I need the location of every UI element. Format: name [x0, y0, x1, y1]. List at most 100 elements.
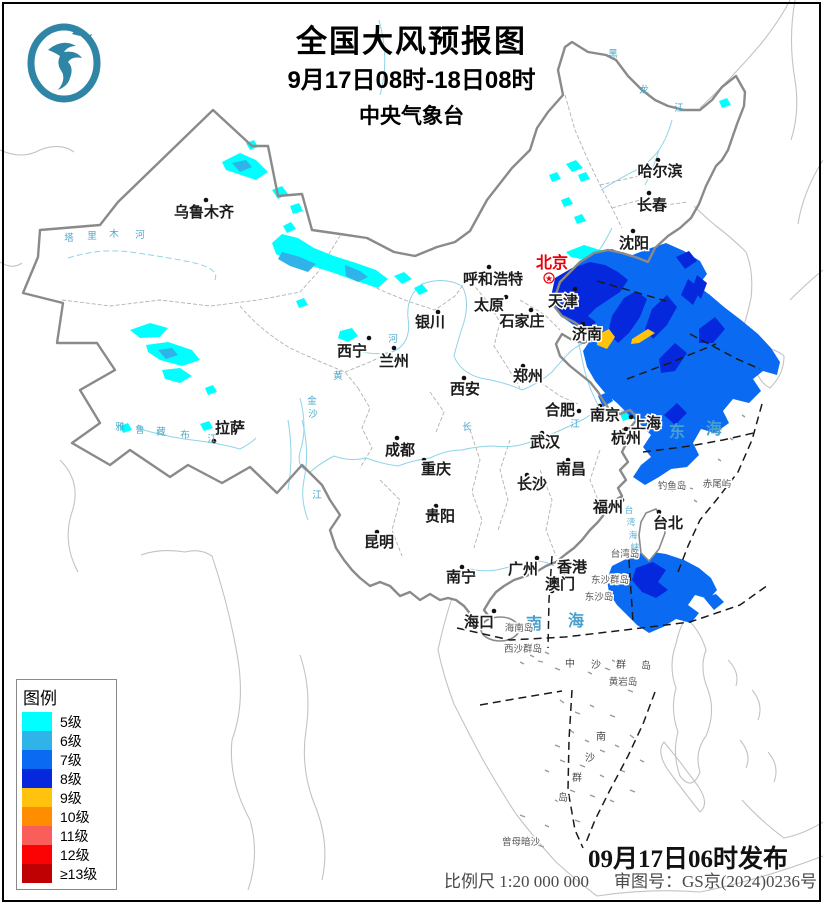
- city-label: 拉萨: [215, 419, 245, 437]
- legend-label: ≥13级: [60, 865, 98, 882]
- legend-item: 7级: [22, 750, 116, 769]
- legend-swatch: [22, 712, 52, 731]
- island-label: 东沙群岛: [591, 574, 629, 586]
- island-label: 东沙岛: [585, 591, 614, 603]
- logo-ring: [27, 23, 101, 103]
- city-dot: [491, 608, 497, 614]
- approval-number: 审图号：GS京(2024)0236号: [614, 872, 818, 891]
- city-label: 上海: [631, 414, 661, 432]
- river-label-char: 黄: [333, 370, 343, 382]
- legend-swatch: [22, 807, 52, 826]
- wind-area-8级: [659, 343, 687, 373]
- city-label: 南昌: [556, 460, 586, 478]
- city-dot: [486, 264, 492, 270]
- city-dot: [211, 438, 217, 444]
- legend-item: 11级: [22, 826, 116, 845]
- city-dot: [421, 457, 427, 463]
- wind-area-6级: [278, 252, 316, 272]
- legend-item: 8级: [22, 769, 116, 788]
- sea-label: 东: [669, 422, 685, 441]
- legend-swatch: [22, 750, 52, 769]
- legend-swatch: [22, 864, 52, 883]
- wind-area-6级: [232, 160, 252, 172]
- river-label-char: 河: [135, 229, 145, 241]
- legend-item: 6级: [22, 731, 116, 750]
- legend-label: 6级: [60, 732, 82, 749]
- strait-label-char: 湾: [627, 517, 636, 527]
- city-dot: [203, 197, 209, 203]
- city-dot: [433, 503, 439, 509]
- wind-area-8级: [645, 295, 677, 339]
- city-dot: [394, 435, 400, 441]
- legend-item: ≥13级: [22, 864, 116, 883]
- wind-area-5级: [549, 172, 561, 182]
- city-dot: [528, 307, 534, 313]
- wind-area-6级: [345, 265, 368, 282]
- city-label: 长沙: [517, 475, 547, 493]
- river-label-char: 黑: [608, 49, 618, 60]
- agency-name: 中央气象台: [359, 105, 464, 128]
- city-label: 兰州: [379, 352, 409, 370]
- city-dot: [628, 414, 634, 420]
- city-dot: [630, 228, 636, 234]
- wind-area-9级: [597, 329, 615, 349]
- wind-area-8级: [664, 403, 687, 425]
- wind-area-7级: [598, 392, 613, 407]
- city-dot: [520, 363, 526, 369]
- wind-area-5级: [414, 284, 428, 295]
- wind-area-5级: [296, 298, 308, 308]
- legend-label: 9级: [60, 789, 82, 806]
- capital-star-icon: ★: [545, 273, 553, 283]
- map-scale: 比例尺 1:20 000 000: [444, 872, 589, 891]
- wind-area-5级: [574, 214, 586, 224]
- island-label-char: 群: [572, 771, 582, 784]
- forecast-period: 9月17日08时-18日08时: [287, 67, 536, 94]
- city-label: 南宁: [446, 568, 476, 586]
- city-label: 贵阳: [425, 507, 455, 525]
- city-dot: [623, 426, 629, 432]
- logo-dragon: [48, 42, 82, 90]
- release-time: 09月17日06时发布: [588, 846, 789, 873]
- maritime-dashed-lines: [456, 280, 769, 849]
- island-label-char: 岛: [558, 791, 568, 804]
- city-label: 南京: [590, 406, 620, 424]
- wind-area-8级: [608, 291, 647, 343]
- city-label: 天津: [548, 292, 578, 310]
- river-label-char: 长: [462, 421, 472, 433]
- legend-item: 5级: [22, 712, 116, 731]
- city-dot: [565, 457, 571, 463]
- city-label: 郑州: [513, 367, 543, 385]
- legend-item: 12级: [22, 845, 116, 864]
- city-dot: [391, 345, 397, 351]
- river-label-char: 龙: [639, 84, 649, 96]
- city-label: 西安: [450, 380, 480, 398]
- city-dot: [656, 509, 662, 515]
- city-label: 台北: [653, 514, 683, 532]
- city-label: 福州: [592, 498, 623, 516]
- legend-label: 8级: [60, 770, 82, 787]
- river-label-char: 雅: [115, 421, 125, 433]
- river-label-char: 沙: [308, 409, 318, 420]
- river-label-char: 塔: [64, 232, 74, 244]
- island-label: 曾母暗沙: [502, 836, 541, 848]
- city-dot: [597, 403, 603, 409]
- city-dot: [534, 555, 540, 561]
- sea-label: 海: [568, 611, 584, 630]
- island-label: 钓鱼岛: [658, 480, 687, 492]
- wind-area-5级: [130, 323, 168, 338]
- legend-label: 5级: [60, 713, 82, 730]
- capital-label: 北京: [536, 253, 568, 272]
- wind-area-5级: [120, 423, 132, 433]
- island-label: 黄岩岛: [609, 676, 638, 688]
- cma-logo: [27, 23, 101, 103]
- city-label: 广州: [508, 560, 538, 578]
- city-dot: [374, 529, 380, 535]
- wind-area-8级: [552, 262, 628, 330]
- sea-label: 南: [526, 614, 542, 633]
- logo-flames: [72, 26, 92, 44]
- legend-swatch: [22, 788, 52, 807]
- city-dot: [539, 430, 545, 436]
- sea-label: 海: [706, 419, 722, 438]
